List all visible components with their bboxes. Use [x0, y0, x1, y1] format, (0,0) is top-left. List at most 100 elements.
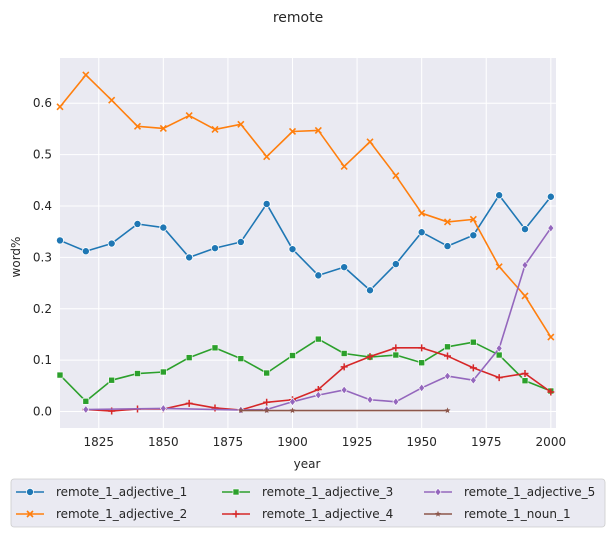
- y-tick-label: 0.6: [33, 96, 52, 110]
- data-point: [288, 245, 297, 254]
- data-point: [134, 370, 141, 377]
- data-point: [159, 223, 168, 232]
- data-point: [444, 343, 451, 351]
- data-point: [237, 355, 245, 362]
- data-point: [392, 172, 400, 180]
- data-point: [56, 236, 65, 245]
- data-point: [392, 351, 400, 359]
- legend-marker: [434, 510, 442, 517]
- legend-item: remote_1_adjective_5: [424, 485, 595, 499]
- data-point: [289, 352, 296, 359]
- legend-marker: [232, 488, 240, 496]
- y-axis-ticks: 0.0 0.1 0.2 0.3 0.4 0.5 0.6: [33, 96, 52, 418]
- legend-label: remote_1_noun_1: [464, 507, 571, 521]
- data-point: [263, 398, 271, 406]
- data-point: [495, 351, 503, 359]
- legend-item: remote_1_adjective_4: [222, 507, 393, 521]
- data-point: [340, 385, 348, 395]
- legend-marker: [232, 510, 240, 518]
- data-point: [56, 103, 64, 111]
- x-tick-label: 1925: [342, 435, 373, 449]
- legend-marker: [434, 487, 442, 497]
- data-point: [547, 388, 555, 396]
- data-point: [340, 263, 349, 272]
- data-point: [392, 344, 400, 352]
- legend: remote_1_adjective_1 remote_1_adjective_2…: [10, 478, 606, 528]
- data-point: [211, 125, 219, 133]
- legend-label: remote_1_adjective_5: [464, 485, 595, 499]
- legend-label: remote_1_adjective_4: [262, 507, 393, 521]
- x-axis-ticks: 1825 1850 1875 1900 1925 1950 1975 2000: [83, 435, 566, 449]
- data-point: [262, 199, 271, 208]
- x-tick-label: 1875: [213, 435, 244, 449]
- y-tick-label: 0.4: [33, 199, 52, 213]
- legend-label: remote_1_adjective_3: [262, 485, 393, 499]
- y-tick-label: 0.5: [33, 148, 52, 162]
- data-point: [443, 242, 452, 251]
- data-point: [495, 191, 504, 200]
- data-point: [314, 390, 322, 400]
- series-remote_1_adjective_1: [56, 191, 555, 295]
- data-point: [495, 344, 503, 353]
- data-point: [82, 71, 90, 79]
- x-tick-label: 1825: [83, 435, 114, 449]
- x-tick-label: 1900: [277, 435, 308, 449]
- data-point: [366, 353, 374, 361]
- data-point: [340, 350, 348, 357]
- data-point: [418, 359, 425, 367]
- data-point: [263, 369, 270, 377]
- x-tick-label: 1950: [406, 435, 437, 449]
- chart-title: remote: [273, 10, 323, 26]
- data-point: [185, 354, 193, 361]
- data-point: [417, 228, 426, 237]
- data-point: [56, 371, 64, 379]
- data-point: [81, 247, 90, 256]
- data-point: [495, 263, 503, 271]
- data-point: [185, 399, 193, 407]
- series-remote_1_adjective_3: [56, 335, 555, 405]
- data-point: [521, 292, 529, 300]
- data-point: [237, 407, 244, 414]
- series-line: [59, 194, 552, 292]
- legend-item: remote_1_noun_1: [424, 507, 571, 521]
- y-tick-label: 0.1: [33, 353, 52, 367]
- data-point: [211, 344, 219, 352]
- data-point: [340, 363, 348, 371]
- data-point: [210, 244, 219, 253]
- data-point: [470, 338, 477, 346]
- data-point: [366, 138, 374, 146]
- data-point: [521, 225, 530, 234]
- series-line: [59, 74, 552, 338]
- data-point: [444, 371, 451, 381]
- data-point: [469, 375, 477, 385]
- data-point: [82, 405, 90, 414]
- y-tick-label: 0.2: [33, 302, 52, 316]
- legend-label: remote_1_adjective_2: [56, 507, 187, 521]
- data-point: [495, 374, 503, 382]
- data-point: [263, 407, 270, 414]
- data-point: [521, 377, 529, 385]
- series-remote_1_noun_1: [237, 407, 451, 414]
- legend-item: remote_1_adjective_2: [16, 507, 187, 521]
- data-point: [443, 218, 452, 226]
- data-point: [340, 162, 348, 170]
- data-point: [469, 231, 478, 240]
- legend-item: remote_1_adjective_3: [222, 485, 393, 499]
- data-point: [314, 126, 322, 135]
- data-point: [444, 407, 451, 414]
- legend-marker: [25, 487, 34, 496]
- data-point: [521, 260, 529, 270]
- data-point: [469, 364, 477, 372]
- data-point: [133, 122, 142, 130]
- x-tick-label: 1975: [471, 435, 502, 449]
- data-point: [418, 383, 426, 393]
- data-point: [263, 153, 271, 161]
- x-tick-label: 1850: [148, 435, 179, 449]
- series-line: [59, 338, 552, 403]
- data-point: [444, 352, 451, 360]
- data-point: [288, 127, 297, 136]
- data-point: [469, 215, 477, 223]
- data-point: [391, 260, 400, 269]
- data-point: [160, 368, 167, 376]
